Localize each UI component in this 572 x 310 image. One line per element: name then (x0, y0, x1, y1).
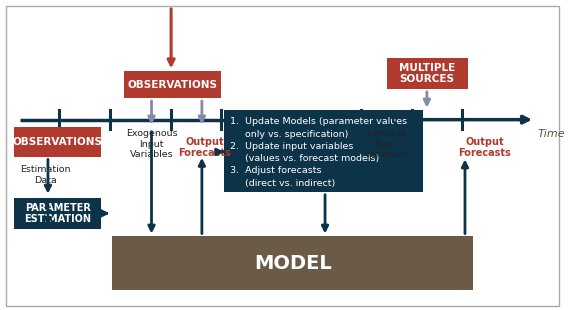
Text: 2.  Update input variables: 2. Update input variables (230, 142, 353, 151)
Text: MODEL: MODEL (254, 254, 332, 273)
FancyBboxPatch shape (14, 198, 101, 229)
FancyBboxPatch shape (112, 237, 474, 290)
FancyBboxPatch shape (124, 71, 221, 98)
FancyBboxPatch shape (387, 58, 468, 89)
FancyBboxPatch shape (14, 127, 101, 157)
Text: Exogenous
Input
Variables: Exogenous Input Variables (126, 129, 177, 159)
Text: OBSERVATIONS: OBSERVATIONS (13, 137, 103, 147)
Text: OBSERVATIONS: OBSERVATIONS (128, 80, 217, 90)
Text: Estimation
Data: Estimation Data (20, 165, 70, 185)
Text: Forecast
Input
Variables: Forecast Input Variables (365, 129, 408, 159)
FancyBboxPatch shape (224, 110, 423, 192)
Text: 1.  Update Models (parameter values: 1. Update Models (parameter values (230, 117, 407, 126)
Text: Output
Forecasts: Output Forecasts (458, 136, 511, 158)
Text: (direct vs. indirect): (direct vs. indirect) (230, 179, 335, 188)
Text: Time: Time (538, 129, 565, 139)
Text: (values vs. forecast models): (values vs. forecast models) (230, 154, 379, 163)
Text: MULTIPLE
SOURCES: MULTIPLE SOURCES (399, 63, 455, 84)
Text: only vs. specification): only vs. specification) (230, 130, 348, 139)
Text: PARAMETER
ESTIMATION: PARAMETER ESTIMATION (24, 202, 92, 224)
Text: Output
Forecasts: Output Forecasts (178, 136, 231, 158)
Text: 3.  Adjust forecasts: 3. Adjust forecasts (230, 166, 321, 175)
